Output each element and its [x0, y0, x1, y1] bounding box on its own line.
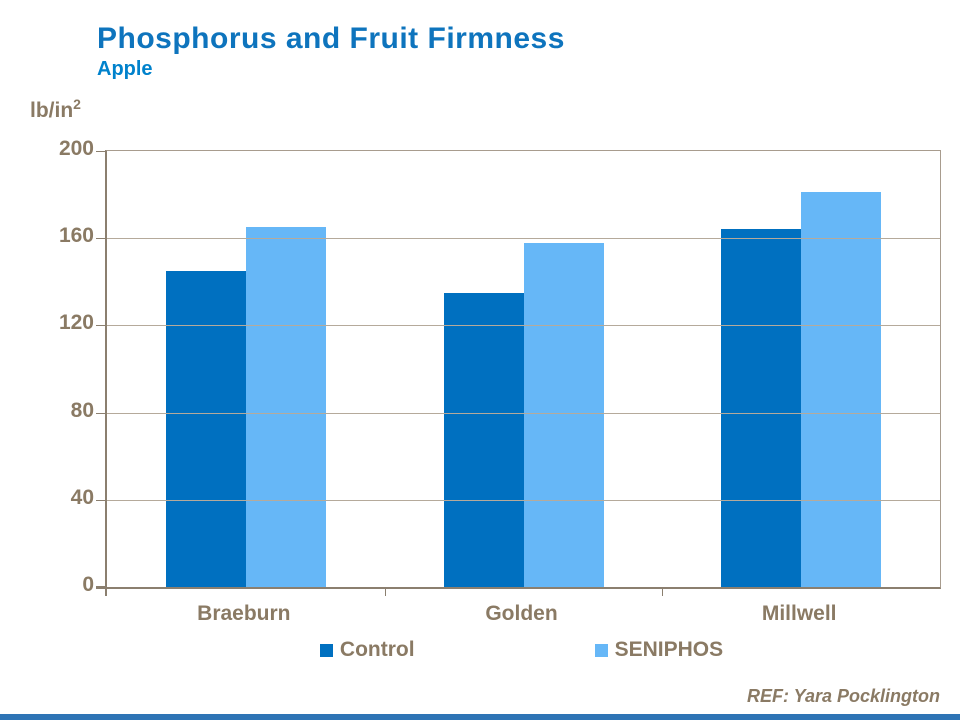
y-axis-unit-text: lb/in: [30, 99, 74, 122]
x-tick-mark-2: [662, 589, 664, 596]
y-tick-mark-0: [96, 586, 105, 587]
chart-title: Phosphorus and Fruit Firmness: [97, 22, 565, 55]
chart-subtitle: Apple: [97, 58, 153, 80]
y-tick-label-40: 40: [70, 485, 94, 509]
reference-credit: REF: Yara Pocklington: [746, 686, 940, 706]
bar-groups: [107, 151, 940, 587]
legend-item-control: Control: [319, 638, 415, 662]
bar-seniphos-braeburn: [245, 227, 326, 587]
y-tick-label-0: 0: [82, 573, 94, 596]
bottom-accent-bar: [0, 714, 960, 720]
legend-swatch-seniphos: [594, 643, 608, 657]
bar-group-golden: [385, 151, 663, 587]
bar-group-braeburn: [107, 151, 385, 587]
y-tick-mark-200: [96, 151, 105, 152]
gridline-80: [107, 412, 940, 414]
bar-control-millwell: [721, 229, 802, 587]
gridline-40: [107, 499, 940, 501]
y-tick-mark-80: [96, 412, 105, 414]
y-tick-label-160: 160: [58, 224, 94, 248]
legend-label-control: Control: [339, 638, 415, 661]
category-label-braeburn: Braeburn: [197, 602, 291, 625]
legend-label-seniphos: SENIPHOS: [614, 638, 724, 661]
legend-item-seniphos: SENIPHOS: [594, 638, 724, 662]
x-tick-mark-1: [384, 589, 386, 596]
bar-control-braeburn: [165, 270, 246, 587]
y-axis-unit-label: lb/in2: [30, 96, 81, 123]
category-label-golden: Golden: [485, 602, 558, 625]
bar-seniphos-golden: [523, 242, 604, 587]
y-tick-mark-40: [96, 499, 105, 501]
bar-group-millwell: [662, 151, 940, 587]
y-tick-label-200: 200: [58, 137, 94, 160]
category-axis-labels: Braeburn Golden Millwell: [105, 602, 938, 626]
y-tick-label-80: 80: [70, 398, 94, 422]
axis-corner-tick-horizontal: [96, 587, 105, 589]
legend-swatch-control: [319, 643, 333, 657]
bar-control-golden: [443, 292, 524, 587]
y-axis-unit-superscript: 2: [73, 96, 81, 112]
y-tick-label-120: 120: [58, 311, 94, 335]
gridline-120: [107, 325, 940, 327]
y-tick-mark-160: [96, 238, 105, 240]
bar-seniphos-millwell: [801, 192, 882, 587]
y-tick-mark-120: [96, 325, 105, 327]
legend: Control SENIPHOS: [105, 638, 938, 662]
plot-area: [96, 150, 941, 596]
axis-corner-tick-vertical: [105, 587, 107, 596]
category-label-millwell: Millwell: [761, 602, 837, 625]
gridline-160: [107, 238, 940, 240]
